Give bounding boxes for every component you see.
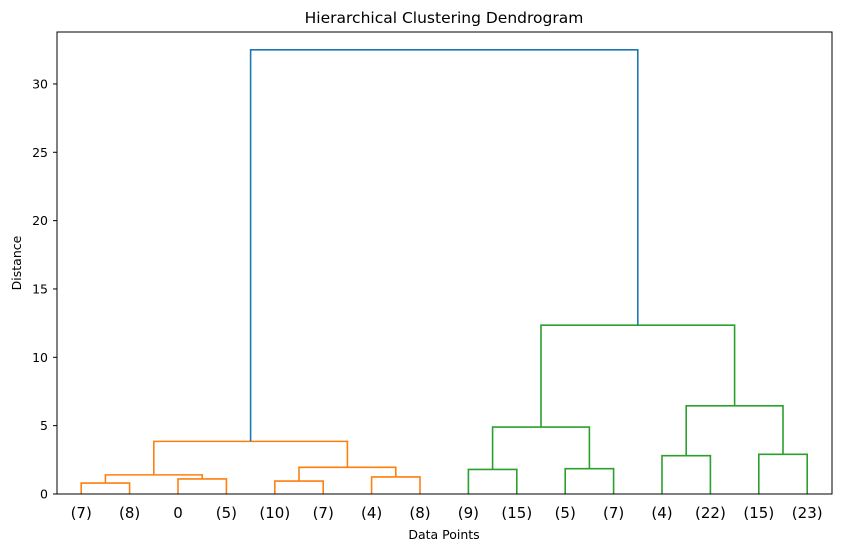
- dendrogram-link-2: [104, 474, 203, 484]
- y-axis-ticks: 0 5 10 15 20 25 30: [32, 76, 57, 502]
- chart-title: Hierarchical Clustering Dendrogram: [305, 9, 584, 27]
- leaf-label-6: (4): [361, 504, 382, 522]
- dendrogram-link-3: [274, 480, 324, 494]
- dendrogram-link-11: [758, 453, 808, 494]
- leaf-label-10: (5): [555, 504, 576, 522]
- leaf-label-14: (15): [743, 504, 774, 522]
- y-tick-label-0: 0: [40, 487, 48, 502]
- leaf-label-13: (22): [695, 504, 726, 522]
- dendrogram-link-10: [661, 454, 712, 494]
- leaf-label-12: (4): [651, 504, 672, 522]
- leaf-label-3: (5): [216, 504, 237, 522]
- leaf-label-2: 0: [173, 504, 183, 522]
- dendrogram-link-14: [249, 48, 639, 442]
- leaf-label-7: (8): [409, 504, 430, 522]
- leaf-label-0: (7): [71, 504, 92, 522]
- y-tick-label-5: 25: [32, 145, 48, 160]
- leaf-label-1: (8): [119, 504, 140, 522]
- y-tick-label-6: 30: [32, 76, 48, 91]
- leaf-label-4: (10): [259, 504, 290, 522]
- leaf-label-11: (7): [603, 504, 624, 522]
- leaf-label-8: (9): [458, 504, 479, 522]
- y-tick-label-2: 10: [32, 350, 48, 365]
- y-tick-label-4: 20: [32, 213, 48, 228]
- x-axis-label: Data Points: [408, 527, 479, 542]
- x-axis-ticks: (7) (8) 0 (5) (10) (7) (4) (8) (9) (15) (5) (7) (4) (…: [71, 504, 823, 522]
- y-tick-label-1: 5: [40, 418, 48, 433]
- dendrogram-links: [80, 48, 808, 494]
- y-axis-label: Distance: [9, 235, 24, 290]
- y-tick-label-3: 15: [32, 281, 48, 296]
- leaf-label-15: (23): [792, 504, 823, 522]
- dendrogram-link-1: [177, 478, 228, 494]
- leaf-label-9: (15): [501, 504, 532, 522]
- plot-frame: [56, 31, 833, 495]
- dendrogram-link-6: [153, 440, 349, 475]
- leaf-label-5: (7): [313, 504, 334, 522]
- dendrogram-link-9: [491, 426, 591, 470]
